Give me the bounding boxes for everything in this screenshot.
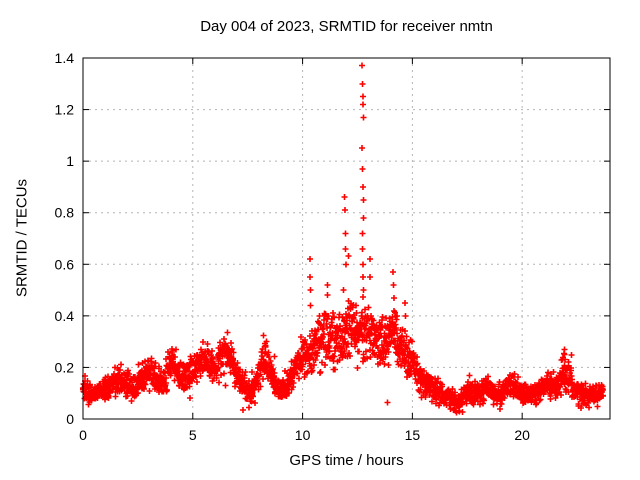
grid-lines [83,58,610,419]
x-tick-label: 10 [295,427,311,443]
x-tick-label: 0 [79,427,87,443]
y-tick-label: 1.2 [55,102,75,118]
plot-border [82,57,611,420]
x-tick-label: 15 [405,427,421,443]
axis-ticks [82,57,610,420]
scatter-points [80,62,606,416]
chart-title: Day 004 of 2023, SRMTID for receiver nmt… [200,18,493,35]
x-axis-label: GPS time / hours [289,452,404,469]
y-tick-label: 0.8 [55,205,75,221]
y-tick-label: 1.4 [55,50,75,66]
y-tick-label: 0 [66,411,74,427]
x-tick-label: 20 [514,427,530,443]
y-tick-label: 1 [66,153,74,169]
y-tick-label: 0.6 [55,256,75,272]
x-tick-label: 5 [189,427,197,443]
y-tick-label: 0.2 [55,359,75,375]
y-tick-label: 0.4 [55,308,75,324]
